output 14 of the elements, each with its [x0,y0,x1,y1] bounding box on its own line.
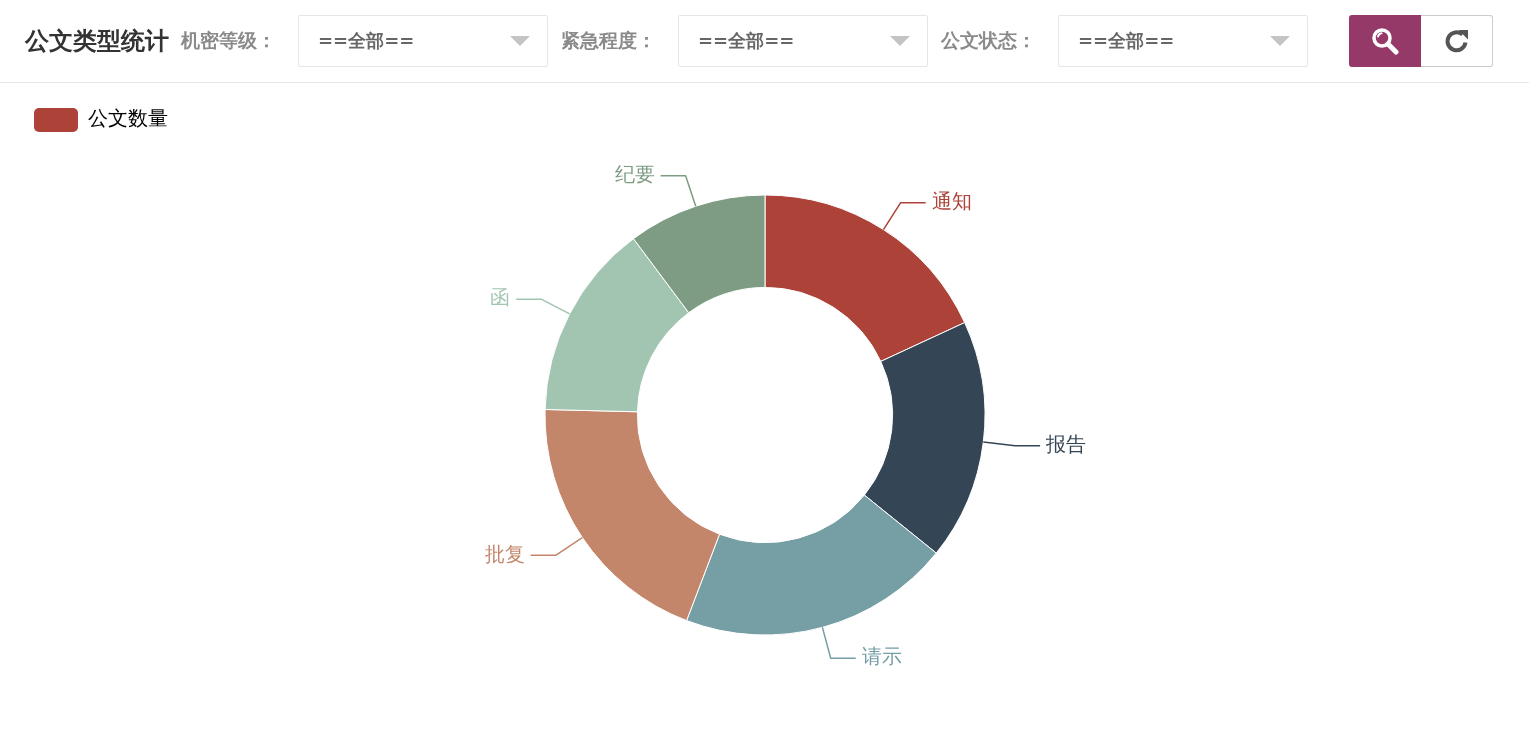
slice-label: 纪要 [614,162,655,187]
slice-label: 批复 [484,541,525,566]
legend-label: 公文数量 [88,106,168,131]
dropdown-field: ==全部== [1058,15,1308,67]
chart-title: 公文类型统计 [25,26,169,57]
slice-label: 请示 [861,644,902,669]
text: 紧急程度： [561,28,656,53]
text: 公文状态： [941,28,1036,53]
text: 机密等级： [181,28,276,53]
dropdown-field: ==全部== [678,15,928,67]
dropdown-field: ==全部== [298,15,548,67]
slice-label: 通知 [931,188,972,213]
slice-label: 函 [490,285,511,310]
slice-label: 报告 [1045,432,1087,456]
